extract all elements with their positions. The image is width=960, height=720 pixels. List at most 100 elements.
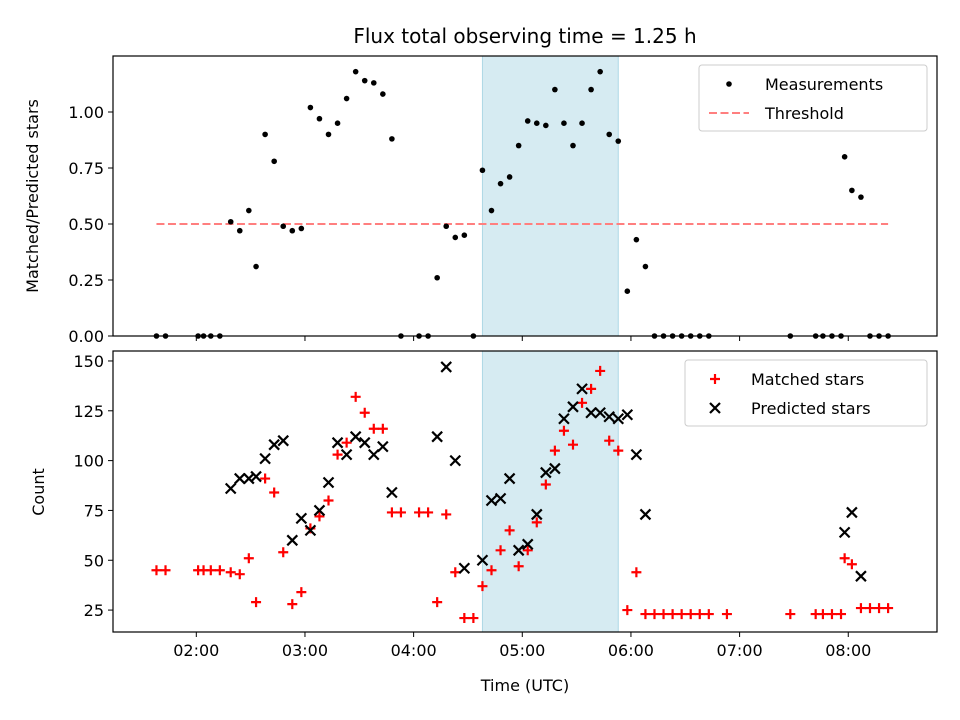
legend-marker-measurements [726, 81, 732, 87]
measurement-point [370, 80, 377, 86]
predicted-star-point [233, 472, 246, 485]
matched-star-point [234, 569, 245, 580]
measurement-point [615, 138, 622, 144]
legend: Matched stars Predicted stars [684, 359, 928, 427]
predicted-star-point [340, 448, 353, 461]
matched-star-point [676, 609, 687, 620]
x-tick-label: 02:00 [173, 641, 219, 660]
matched-star-point [558, 425, 569, 436]
measurement-point [597, 68, 603, 75]
legend-frame [684, 359, 928, 427]
series-predicted-stars [224, 361, 867, 582]
y-tick-label: 125 [73, 402, 104, 421]
measurement-point [570, 142, 576, 149]
y-tick-label: 75 [84, 501, 104, 520]
top-panel: 0.00 0.25 0.50 0.75 1.00 Matched/Predicted st… [23, 55, 938, 346]
highlight-span [481, 350, 619, 633]
predicted-star-point [630, 448, 643, 461]
predicted-star-point [855, 570, 867, 582]
matched-star-point [703, 609, 714, 620]
measurement-point [515, 142, 522, 149]
predicted-star-point [476, 554, 489, 567]
measurement-point [262, 131, 268, 138]
predicted-star-point [594, 407, 606, 419]
predicted-star-point [304, 524, 317, 537]
matched-star-point [846, 559, 857, 570]
predicted-star-point [503, 472, 516, 485]
predicted-star-point [295, 512, 308, 525]
matched-star-point [450, 567, 461, 578]
x-tick-label: 04:00 [391, 641, 437, 660]
matched-star-point [817, 609, 828, 620]
predicted-star-point [576, 383, 588, 395]
predicted-star-point [846, 506, 858, 519]
matched-star-point [685, 609, 696, 620]
predicted-star-point [603, 410, 615, 423]
predicted-star-point [521, 538, 534, 551]
predicted-star-point [277, 434, 290, 447]
matched-star-point [225, 567, 236, 578]
legend-marker-predicted [709, 402, 721, 414]
predicted-star-point [540, 466, 552, 479]
matched-star-point [785, 609, 796, 620]
predicted-star-point [386, 486, 398, 499]
highlight-span [481, 55, 619, 337]
matched-star-point [864, 603, 875, 614]
measurement-point [552, 86, 558, 93]
predicted-star-point [549, 462, 561, 475]
x-tick-label: 07:00 [717, 641, 763, 660]
y-tick-label: 100 [73, 452, 104, 471]
predicted-star-point [268, 438, 280, 451]
predicted-star-point [485, 494, 498, 507]
matched-star-point [251, 597, 262, 608]
measurement-point [343, 95, 350, 102]
measurement-point [280, 223, 287, 230]
matched-star-point [874, 603, 885, 614]
matched-star-point [243, 553, 254, 564]
y-tick-label: 150 [73, 352, 104, 371]
measurement-point [289, 227, 296, 234]
predicted-star-point [585, 407, 597, 419]
measurement-point [579, 120, 585, 126]
matched-star-point [486, 565, 497, 576]
matched-star-point [287, 599, 298, 610]
measurement-point [858, 194, 864, 200]
y-tick-label: 0.00 [68, 327, 104, 346]
matched-star-point [332, 449, 343, 460]
legend-label: Measurements [765, 75, 883, 94]
matched-star-point [423, 507, 434, 518]
matched-star-point [522, 545, 533, 556]
matched-star-point [721, 609, 732, 620]
matched-star-point [477, 581, 488, 592]
predicted-star-point [612, 412, 625, 425]
predicted-star-point [358, 436, 371, 449]
matched-star-point [260, 473, 271, 484]
predicted-star-point [621, 408, 634, 421]
measurement-point [352, 68, 359, 75]
measurement-point [298, 225, 305, 232]
matched-star-point [495, 545, 506, 556]
matched-star-point [441, 509, 452, 520]
y-tick-label: 0.75 [68, 159, 104, 178]
matched-star-point [314, 511, 325, 522]
matched-star-point [432, 597, 443, 608]
matched-star-point [531, 517, 542, 528]
predicted-star-point [349, 430, 362, 443]
measurement-point [561, 120, 567, 126]
series-matched-stars [151, 365, 894, 624]
measurement-point [606, 131, 613, 138]
matched-star-point [836, 609, 847, 620]
matched-star-point [359, 407, 370, 418]
matched-star-point [377, 423, 388, 434]
matched-star-point [631, 567, 642, 578]
measurement-point [236, 227, 243, 234]
matched-star-point [468, 613, 479, 624]
x-axis-label: Time (UTC) [480, 676, 569, 695]
predicted-star-point [558, 412, 570, 425]
matched-star-point [160, 565, 171, 576]
predicted-star-point [313, 504, 326, 517]
matched-star-point [278, 547, 289, 558]
predicted-star-point [494, 492, 507, 505]
matched-star-point [459, 613, 470, 624]
measurement-point [849, 187, 855, 194]
